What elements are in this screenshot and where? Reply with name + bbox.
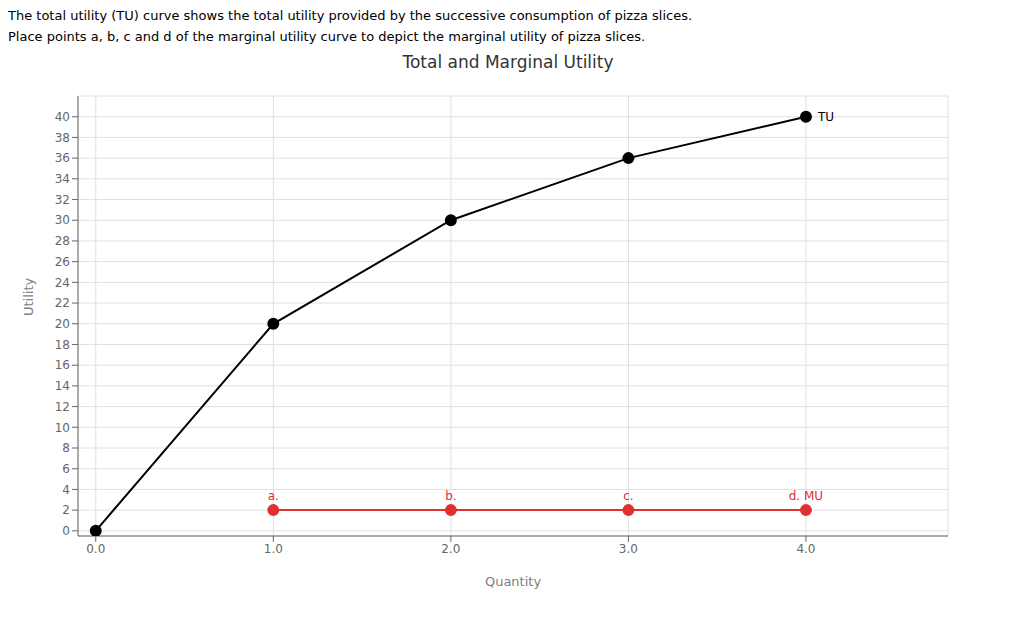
html-text:Place points a, b, c and d of: Place points a, b, c and d of the margin…: [8, 29, 646, 44]
svg-text:0: 0: [62, 524, 70, 538]
svg-text:34: 34: [55, 172, 70, 186]
svg-text:1.0: 1.0: [264, 542, 283, 556]
svg-text:20: 20: [55, 317, 70, 331]
svg-text:38: 38: [55, 131, 70, 145]
svg-text:0.0: 0.0: [86, 542, 105, 556]
svg-text:TU: TU: [817, 110, 834, 124]
svg-text:c.: c.: [623, 489, 633, 503]
svg-text:36: 36: [55, 151, 70, 165]
svg-text:28: 28: [55, 234, 70, 248]
svg-text:2: 2: [62, 503, 70, 517]
svg-text:26: 26: [55, 255, 70, 269]
svg-text:12: 12: [55, 400, 70, 414]
svg-text:40: 40: [55, 110, 70, 124]
svg-text:14: 14: [55, 379, 70, 393]
svg-text:6: 6: [62, 462, 70, 476]
svg-text:30: 30: [55, 213, 70, 227]
svg-text:10: 10: [55, 421, 70, 435]
svg-text:4: 4: [62, 483, 70, 497]
svg-text:16: 16: [55, 358, 70, 372]
svg-text:Quantity: Quantity: [485, 574, 541, 589]
svg-text:3.0: 3.0: [619, 542, 638, 556]
svg-text:24: 24: [55, 276, 70, 290]
html-text:Total and Marginal Utility: Total and Marginal Utility: [402, 52, 614, 72]
svg-text:Utility: Utility: [21, 277, 36, 316]
svg-text:22: 22: [55, 296, 70, 310]
svg-text:b.: b.: [445, 489, 456, 503]
svg-text:a.: a.: [268, 489, 279, 503]
svg-text:d. MU: d. MU: [789, 489, 823, 503]
html-text:The total utility (TU) curve s: The total utility (TU) curve shows the t…: [8, 8, 693, 23]
svg-text:2.0: 2.0: [441, 542, 460, 556]
svg-text:32: 32: [55, 193, 70, 207]
svg-text:8: 8: [62, 441, 70, 455]
svg-text:4.0: 4.0: [796, 542, 815, 556]
svg-text:18: 18: [55, 338, 70, 352]
